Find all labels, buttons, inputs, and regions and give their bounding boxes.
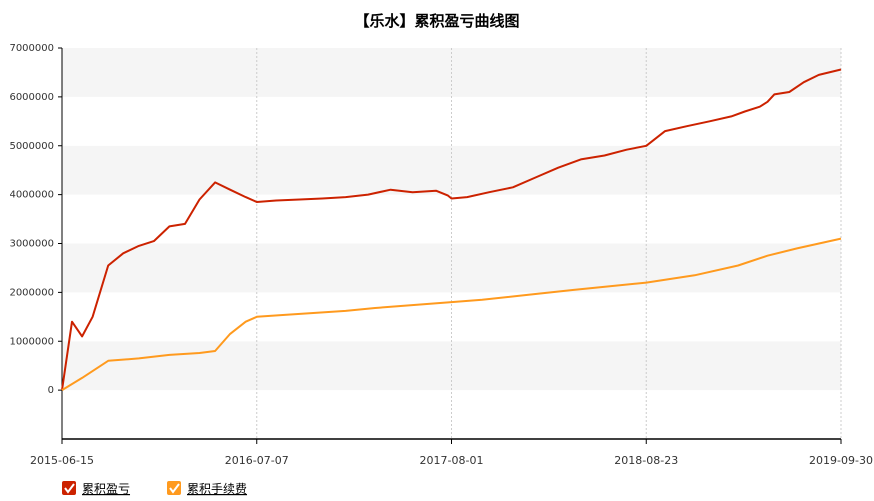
check-icon (64, 483, 75, 494)
check-icon (169, 483, 180, 494)
legend-label: 累积盈亏 (82, 482, 130, 496)
series-lines (61, 68, 842, 391)
legend-swatch (62, 481, 76, 495)
legend-item: 累积手续费 (167, 481, 247, 496)
x-tick-label: 2015-06-15 (30, 454, 94, 467)
legend-swatch (167, 481, 181, 495)
y-tick-label: 3000000 (9, 239, 54, 250)
y-axis-tick-labels: 0 1000000 2000000 3000000 4000000 5000000 6000… (9, 43, 62, 396)
chart-title: 【乐水】累积盈亏曲线图 (354, 12, 519, 30)
x-tick-label: 2017-08-01 (420, 454, 484, 467)
background-band (62, 194, 841, 244)
y-tick-label: 7000000 (9, 43, 54, 54)
y-tick-label: 0 (48, 385, 54, 396)
x-axis-tick-labels: 2015-06-15 2016-07-07 2017-08-01 2018-08-23… (30, 439, 873, 467)
y-tick-label: 6000000 (9, 92, 54, 103)
x-tick-label: 2018-08-23 (614, 454, 678, 467)
background-band (62, 390, 841, 439)
series-line-cumulative-pnl (61, 68, 842, 391)
y-tick-label: 2000000 (9, 287, 54, 298)
legend-item: 累积盈亏 (62, 481, 130, 496)
vertical-grid-lines (256, 48, 842, 439)
x-tick-label: 2016-07-07 (225, 454, 289, 467)
legend: 累积盈亏 累积手续费 (62, 481, 247, 496)
y-tick-label: 1000000 (9, 336, 54, 347)
x-tick-label: 2019-09-30 (809, 454, 873, 467)
legend-label: 累积手续费 (187, 482, 247, 496)
y-tick-label: 5000000 (9, 141, 54, 152)
y-tick-label: 4000000 (9, 190, 54, 201)
series-line-cumulative-fees (61, 237, 842, 391)
